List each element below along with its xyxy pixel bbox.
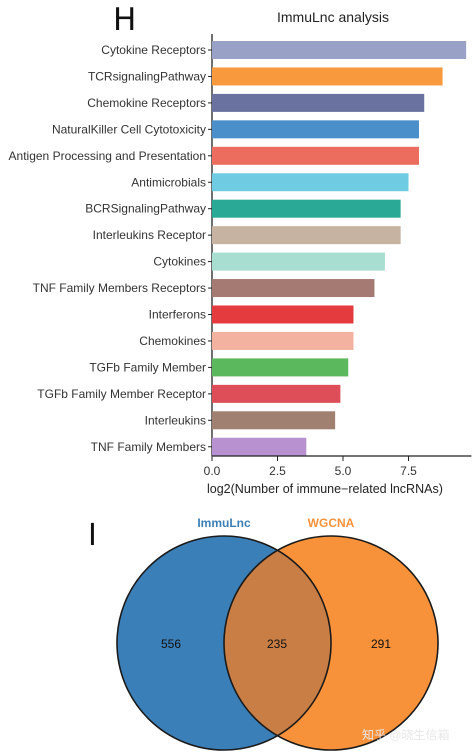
bar: [212, 146, 419, 165]
venn-count-overlap: 235: [267, 637, 287, 651]
bar: [212, 93, 425, 112]
watermark-text: 知乎 @晓生信箱: [362, 728, 450, 742]
venn-outline-immulnc: [116, 535, 332, 751]
category-label: Interferons: [149, 308, 206, 322]
x-tick-label: 7.5: [400, 464, 417, 478]
bar: [212, 358, 349, 377]
category-label: TGFb Family Member: [89, 360, 206, 374]
venn-count-wgcna-only: 291: [371, 637, 391, 651]
panel-label-h: H: [113, 2, 137, 38]
bar: [212, 173, 409, 192]
bar: [212, 252, 385, 271]
bar: [212, 411, 336, 430]
category-label: Chemokines: [139, 334, 206, 348]
venn-overlap: [224, 550, 331, 736]
venn-set-label: WGCNA: [308, 516, 355, 530]
bar: [212, 437, 307, 456]
bar: [212, 41, 467, 59]
x-tick-label: 5.0: [335, 464, 352, 478]
category-label: NaturalKiller Cell Cytotoxicity: [52, 122, 206, 136]
panel-label-i: I: [88, 518, 97, 553]
category-label: Interleukins: [145, 413, 206, 427]
category-label: Cytokine Receptors: [101, 43, 206, 57]
bar: [212, 120, 419, 139]
venn-count-immulnc-only: 556: [161, 637, 181, 651]
venn-set-label: ImmuLnc: [197, 516, 251, 530]
x-tick-label: 2.5: [269, 464, 286, 478]
bar: [212, 305, 354, 324]
category-label: TNF Family Members: [91, 440, 206, 454]
category-label: TGFb Family Member Receptor: [37, 387, 206, 401]
category-label: Chemokine Receptors: [87, 96, 206, 110]
x-axis-label: log2(Number of immune−related lncRNAs): [207, 482, 443, 496]
category-label: TNF Family Members Receptors: [33, 281, 206, 295]
bar: [212, 384, 341, 403]
category-label: Cytokines: [153, 255, 206, 269]
category-label: Antimicrobials: [131, 175, 206, 189]
category-label: BCRSignalingPathway: [85, 202, 206, 216]
x-tick-label: 0.0: [204, 464, 221, 478]
bar: [212, 199, 401, 218]
bar: [212, 279, 375, 298]
bar: [212, 331, 354, 350]
category-label: Antigen Processing and Presentation: [9, 149, 206, 163]
category-label: TCRsignalingPathway: [88, 69, 206, 83]
venn-outline-wgcna: [223, 535, 439, 751]
bar: [212, 226, 401, 245]
chart-title: ImmuLnc analysis: [277, 9, 390, 25]
bar: [212, 67, 443, 86]
category-label: Interleukins Receptor: [93, 228, 206, 242]
